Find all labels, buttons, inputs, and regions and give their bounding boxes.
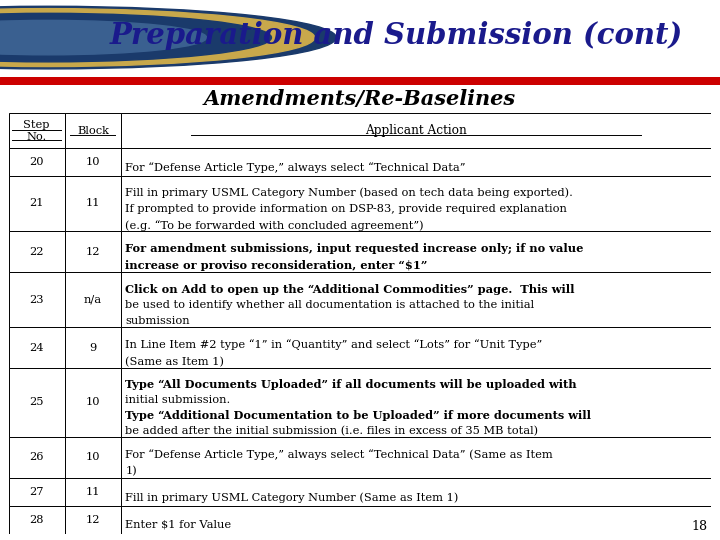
Bar [9, 436, 65, 478]
Bar [9, 327, 65, 368]
Text: 22: 22 [30, 247, 44, 256]
Text: increase or proviso reconsideration, enter “$1”: increase or proviso reconsideration, ent… [125, 260, 428, 272]
Bar [121, 478, 711, 505]
Text: 11: 11 [86, 199, 100, 208]
Bar [65, 436, 121, 478]
Bar [121, 272, 711, 327]
Text: Preparation and Submission (cont): Preparation and Submission (cont) [109, 21, 683, 50]
Bar [65, 505, 121, 534]
Text: 25: 25 [30, 397, 44, 407]
Bar [121, 148, 711, 176]
Text: initial submission.: initial submission. [125, 395, 230, 405]
Bar [65, 148, 121, 176]
Text: Block: Block [77, 126, 109, 136]
Bar [9, 478, 65, 505]
Bar [121, 505, 711, 534]
Text: Click on Add to open up the “Additional Commodities” page.  This will: Click on Add to open up the “Additional … [125, 284, 575, 295]
Text: Type “Additional Documentation to be Uploaded” if more documents will: Type “Additional Documentation to be Upl… [125, 410, 591, 422]
Text: Amendments/Re-Baselines: Amendments/Re-Baselines [204, 89, 516, 109]
Text: Type “All Documents Uploaded” if all documents will be uploaded with: Type “All Documents Uploaded” if all doc… [125, 380, 577, 390]
Bar [121, 368, 711, 436]
Text: Step
No.: Step No. [24, 120, 50, 141]
Text: Fill in primary USML Category Number (based on tech data being exported).: Fill in primary USML Category Number (ba… [125, 188, 573, 198]
Circle shape [0, 21, 207, 55]
Bar [9, 505, 65, 534]
Bar [9, 148, 65, 176]
Text: 11: 11 [86, 487, 100, 497]
Text: 10: 10 [86, 452, 100, 462]
Text: be used to identify whether all documentation is attached to the initial: be used to identify whether all document… [125, 300, 534, 310]
Text: 18: 18 [692, 519, 708, 532]
Bar [65, 113, 121, 148]
Text: n/a: n/a [84, 295, 102, 305]
Text: 26: 26 [30, 452, 44, 462]
Text: Applicant Action: Applicant Action [365, 124, 467, 137]
Text: (e.g. “To be forwarded with concluded agreement”): (e.g. “To be forwarded with concluded ag… [125, 220, 424, 231]
Circle shape [0, 9, 315, 66]
Bar [65, 272, 121, 327]
Text: 10: 10 [86, 157, 100, 167]
Text: 20: 20 [30, 157, 44, 167]
Text: 9: 9 [89, 343, 96, 353]
Text: Enter $1 for Value: Enter $1 for Value [125, 520, 231, 530]
Text: For “Defense Article Type,” always select “Technical Data” (Same as Item: For “Defense Article Type,” always selec… [125, 449, 553, 460]
Text: be added after the initial submission (i.e. files in excess of 35 MB total): be added after the initial submission (i… [125, 426, 539, 436]
Bar [9, 272, 65, 327]
Bar [9, 368, 65, 436]
Bar [9, 231, 65, 272]
Bar [65, 176, 121, 231]
Bar [65, 478, 121, 505]
Text: In Line Item #2 type “1” in “Quantity” and select “Lots” for “Unit Type”: In Line Item #2 type “1” in “Quantity” a… [125, 339, 543, 350]
Text: 21: 21 [30, 199, 44, 208]
Text: 1): 1) [125, 466, 137, 476]
Text: 12: 12 [86, 515, 100, 524]
Bar [121, 327, 711, 368]
Bar [121, 113, 711, 148]
Bar [65, 231, 121, 272]
Bar [121, 231, 711, 272]
Bar [9, 176, 65, 231]
Text: For amendment submissions, input requested increase only; if no value: For amendment submissions, input request… [125, 244, 584, 254]
Text: 28: 28 [30, 515, 44, 524]
Text: 10: 10 [86, 397, 100, 407]
Text: Fill in primary USML Category Number (Same as Item 1): Fill in primary USML Category Number (Sa… [125, 492, 459, 503]
Circle shape [0, 6, 336, 69]
Text: For “Defense Article Type,” always select “Technical Data”: For “Defense Article Type,” always selec… [125, 163, 466, 173]
Bar [121, 436, 711, 478]
Text: 23: 23 [30, 295, 44, 305]
Bar [9, 113, 65, 148]
Text: If prompted to provide information on DSP-83, provide required explanation: If prompted to provide information on DS… [125, 204, 567, 214]
Bar [65, 368, 121, 436]
Text: 24: 24 [30, 343, 44, 353]
Text: 27: 27 [30, 487, 44, 497]
Bar [65, 327, 121, 368]
Text: submission: submission [125, 316, 190, 326]
Circle shape [0, 14, 271, 62]
Text: (Same as Item 1): (Same as Item 1) [125, 356, 225, 367]
Bar [121, 176, 711, 231]
Text: 12: 12 [86, 247, 100, 256]
